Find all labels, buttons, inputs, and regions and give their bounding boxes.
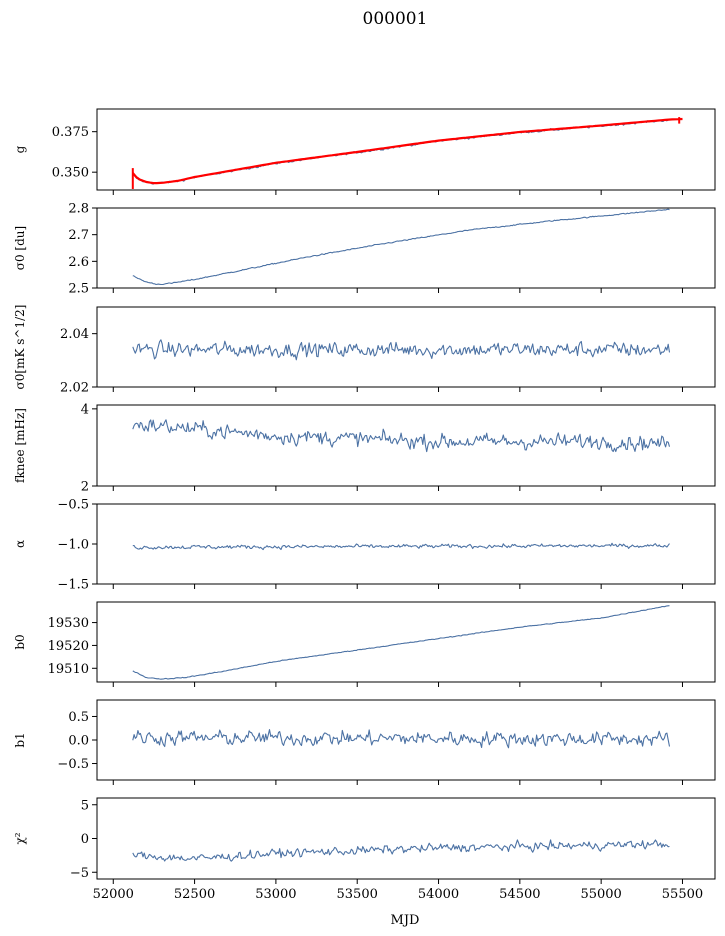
- y-tick-label: −1.5: [57, 578, 89, 593]
- panel: 2.5 2.6 2.7 2.8 σ0 [du]: [13, 202, 716, 297]
- y-axis-label: g: [13, 145, 27, 153]
- y-tick-label: 2.5: [68, 282, 89, 297]
- panel-frame: [96, 404, 716, 487]
- y-tick-label: 0.375: [52, 125, 89, 140]
- y-tick-label: 5: [81, 798, 89, 813]
- y-tick-label: 19530: [48, 616, 89, 631]
- series-line: [132, 839, 670, 862]
- panel-frame: [96, 797, 716, 880]
- y-tick-label: 2.02: [60, 381, 89, 396]
- x-tick-label: 54500: [499, 887, 540, 902]
- y-tick-label: 2: [81, 480, 89, 495]
- y-tick-label: −0.5: [57, 498, 89, 513]
- y-axis-label: χ²: [13, 832, 27, 844]
- series-line: [132, 542, 670, 551]
- panel: 0.350 0.375 g: [13, 108, 716, 195]
- panel: −5 0 5 52000 52500 53000 53500 54000 54500 55000 5…: [13, 797, 716, 902]
- y-axis-label: b1: [13, 732, 27, 747]
- y-axis-label: b0: [13, 634, 27, 649]
- panel: −1.5 −1.0 −0.5 α: [13, 498, 716, 593]
- y-tick-label: 19510: [48, 662, 89, 677]
- y-axis-label: fknee [mHz]: [13, 408, 27, 483]
- panel: 2.02 2.04 σ0[mK s^1/2]: [13, 305, 716, 396]
- y-tick-label: 2.7: [68, 228, 89, 243]
- y-tick-label: 0.0: [68, 734, 89, 749]
- y-tick-label: 2.04: [60, 327, 89, 342]
- x-tick-label: 55000: [580, 887, 621, 902]
- y-axis-label: σ0 [du]: [13, 226, 27, 270]
- figure-title: 000001: [363, 9, 428, 29]
- y-axis-label: σ0[mK s^1/2]: [13, 305, 27, 390]
- y-tick-label: −5: [70, 866, 89, 881]
- panel-frame: [96, 207, 716, 289]
- panel: −0.5 0.0 0.5 b1: [13, 699, 716, 785]
- series-line: [132, 729, 671, 749]
- x-tick-label: 52500: [174, 887, 215, 902]
- fit-line: [131, 117, 683, 185]
- x-tick-label: 52000: [93, 887, 134, 902]
- y-axis-label: α: [13, 540, 27, 548]
- panel-frame: [96, 503, 716, 585]
- panel: 19510 19520 19530 b0: [13, 601, 716, 687]
- y-tick-label: −1.0: [57, 538, 89, 553]
- y-tick-label: 0.350: [52, 166, 89, 181]
- y-tick-label: 4: [81, 402, 89, 417]
- y-tick-label: 0.5: [68, 710, 89, 725]
- panel-frame: [96, 108, 716, 191]
- panel-frame: [96, 601, 716, 683]
- x-tick-label: 53000: [255, 887, 296, 902]
- series-line: [132, 419, 671, 453]
- panels: 0.350 0.375 g 2.5 2.6 2.7 2.8 σ0 [du] 2.02 2.04 σ0…: [13, 108, 716, 902]
- x-tick-label: 55500: [662, 887, 703, 902]
- y-tick-label: 2.8: [68, 202, 89, 217]
- panel-frame: [96, 306, 716, 388]
- y-tick-label: 0: [81, 832, 89, 847]
- series-line: [132, 208, 670, 286]
- y-tick-label: 19520: [48, 639, 89, 654]
- x-tick-label: 53500: [337, 887, 378, 902]
- x-axis-label: MJD: [391, 913, 420, 928]
- y-tick-label: −0.5: [57, 757, 89, 772]
- series-line: [132, 339, 671, 361]
- y-tick-label: 2.6: [68, 255, 89, 270]
- series-line: [132, 605, 670, 680]
- x-tick-label: 54000: [418, 887, 459, 902]
- panel: 2 4 fknee [mHz]: [13, 402, 716, 495]
